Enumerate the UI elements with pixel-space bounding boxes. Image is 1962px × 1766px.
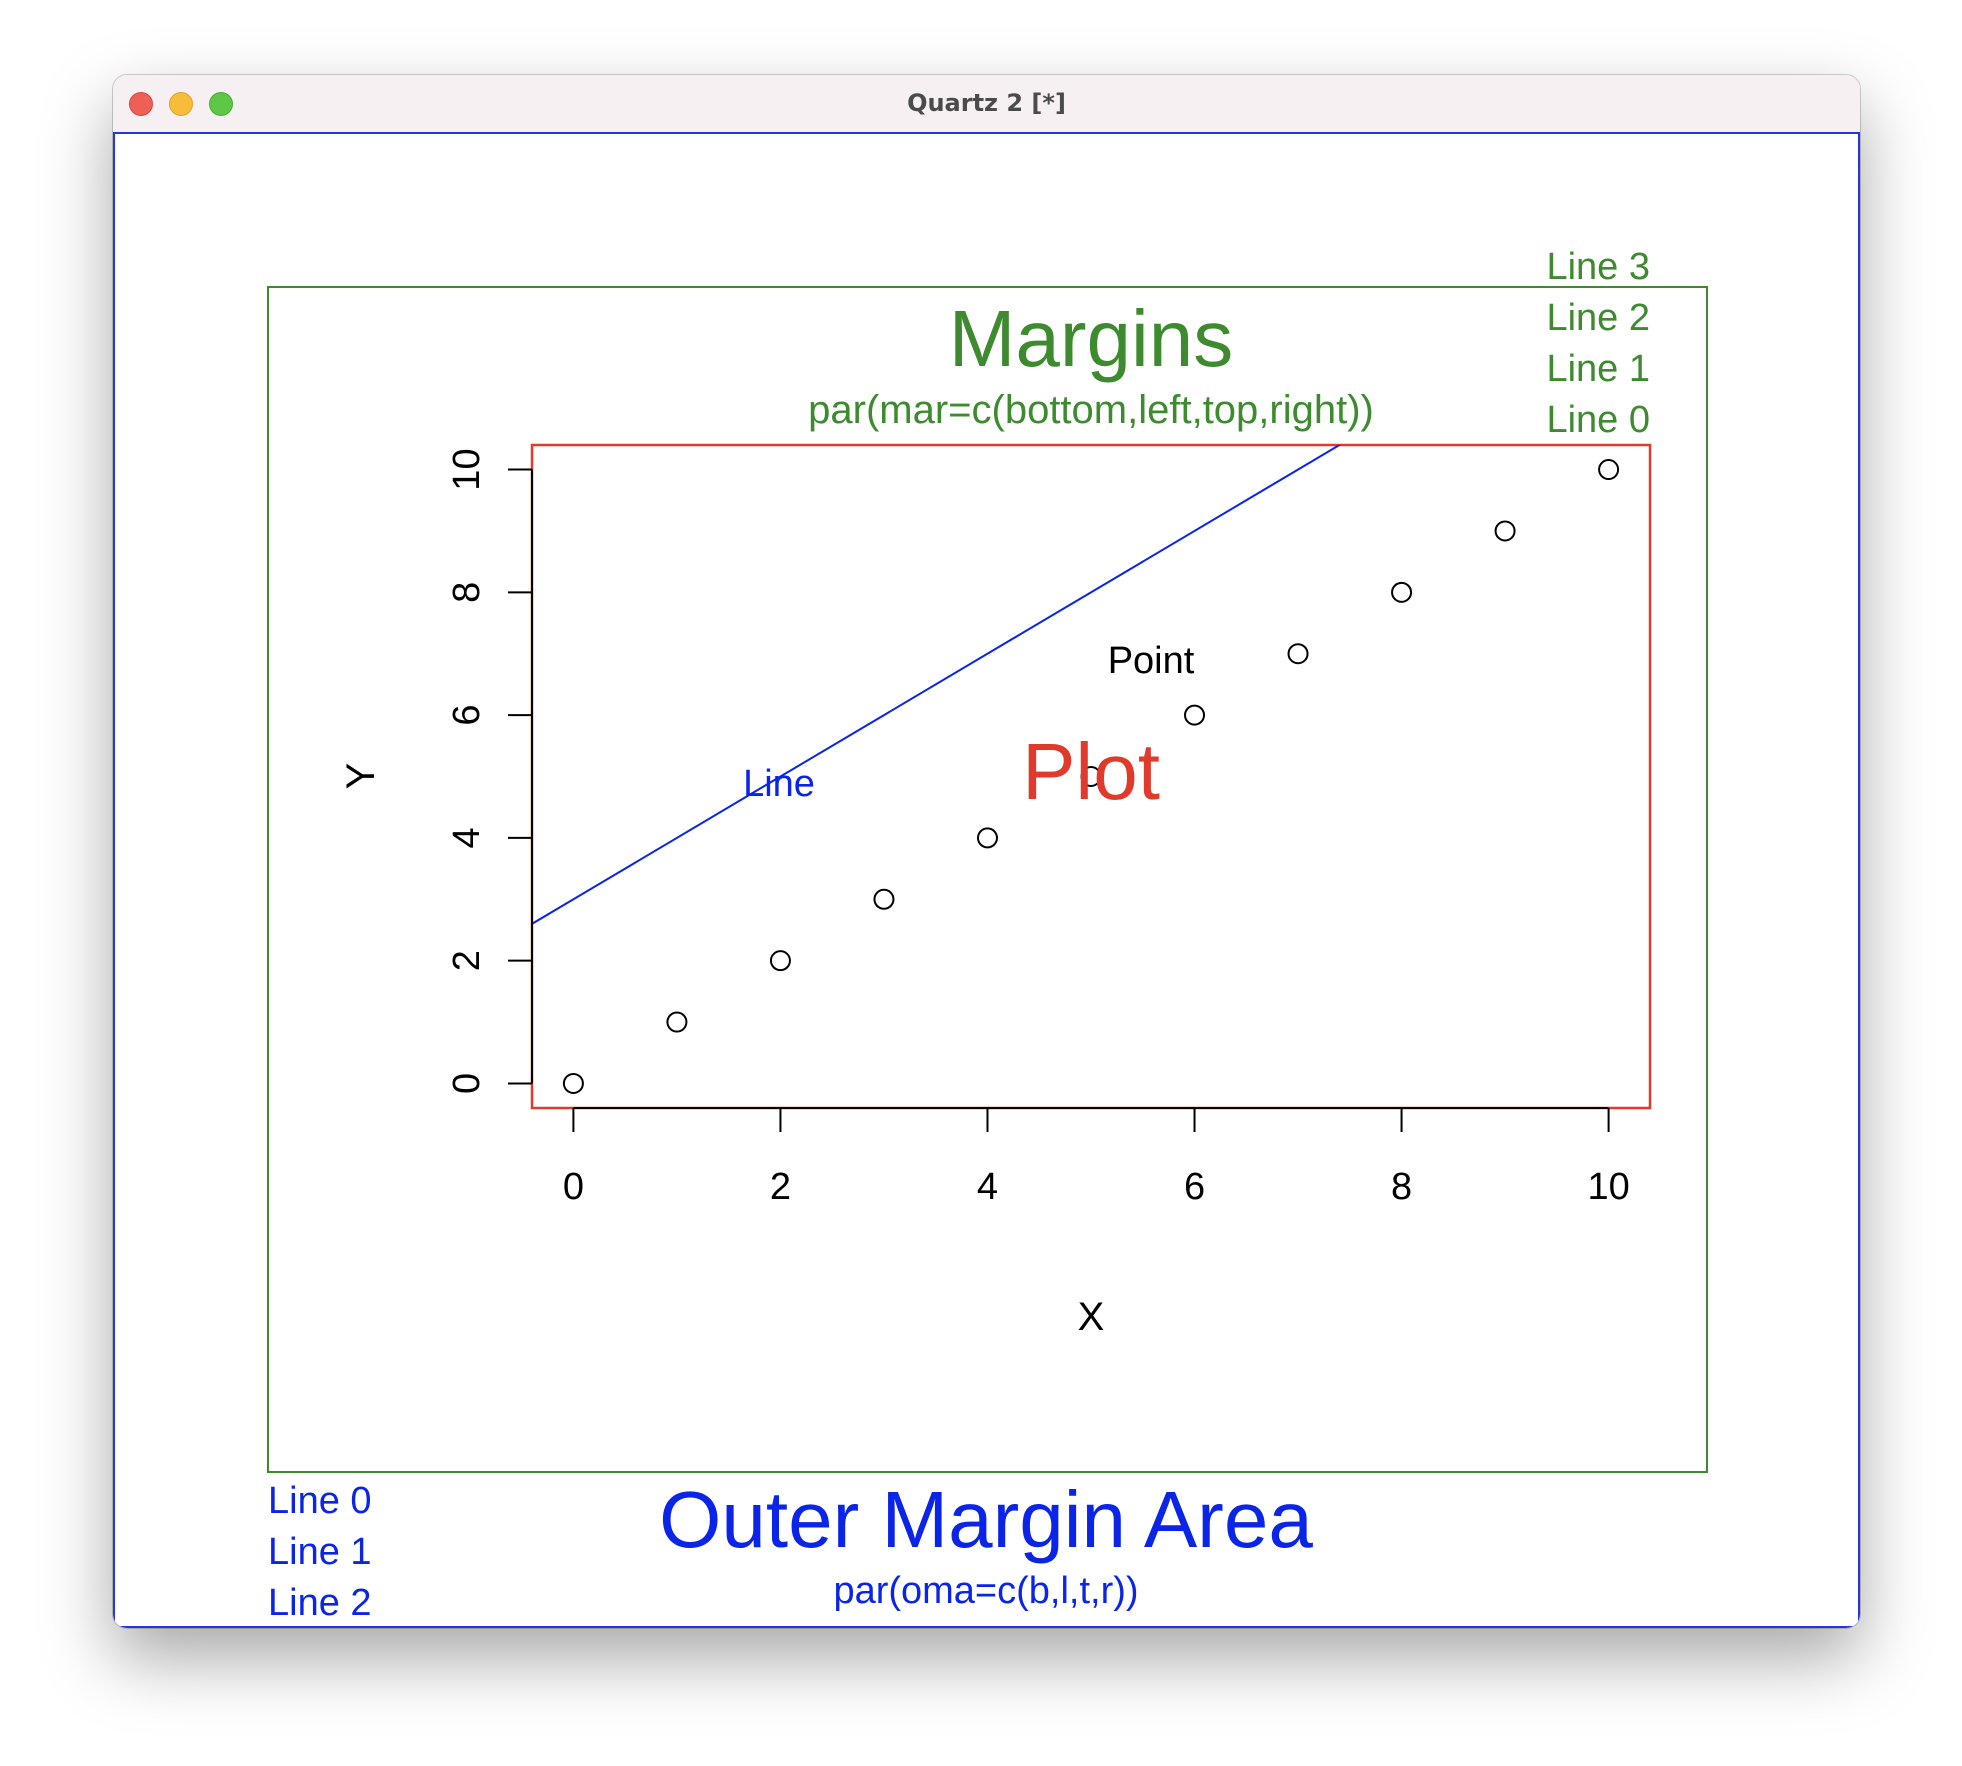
- data-point: [1287, 643, 1309, 665]
- y-tick-label: 2: [446, 950, 488, 971]
- regression-line: [532, 445, 1342, 925]
- data-point: [1184, 704, 1206, 726]
- outer-margin-subtitle: par(oma=c(b,l,t,r)): [833, 1570, 1138, 1612]
- data-point: [1598, 459, 1620, 481]
- x-tick-label: 0: [563, 1166, 584, 1208]
- margin-line-2-label: Line 2: [1546, 297, 1650, 339]
- close-window-button[interactable]: [129, 92, 153, 116]
- data-point: [976, 827, 998, 849]
- outer-line-2-label: Line 2: [268, 1582, 372, 1624]
- x-tick-label: 2: [770, 1166, 791, 1208]
- outer-margin-title: Outer Margin Area: [659, 1475, 1313, 1564]
- x-axis: 0 2 4 6 8 10: [563, 1107, 1630, 1208]
- margins-diagram: 0 2 4 6 8 10 0 2 4 6 8 10 X Y Margins par(mar=c(bo…: [267, 246, 1708, 1624]
- figure-region-box: [267, 286, 1708, 1473]
- data-point: [562, 1072, 584, 1094]
- x-tick-label: 8: [1391, 1166, 1412, 1208]
- margin-line-3-label: Line 3: [1546, 246, 1650, 288]
- y-tick-label: 6: [446, 705, 488, 726]
- quartz-window: Quartz 2 [*] 0 2 4 6 8 10 0 2 4 6 8 10 X: [113, 75, 1860, 1628]
- x-tick-label: 10: [1587, 1166, 1629, 1208]
- zoom-window-button[interactable]: [209, 92, 233, 116]
- outer-line-1-label: Line 1: [268, 1531, 372, 1573]
- plot-label: Plot: [1022, 727, 1160, 816]
- y-tick-label: 4: [446, 827, 488, 848]
- minimize-window-button[interactable]: [169, 92, 193, 116]
- data-point: [769, 950, 791, 972]
- margins-title: Margins: [949, 294, 1234, 383]
- margin-line-0-label: Line 0: [1546, 399, 1650, 441]
- plot-canvas: 0 2 4 6 8 10 0 2 4 6 8 10 X Y Margins par(mar=c(bo…: [113, 132, 1860, 1628]
- y-tick-label: 10: [446, 448, 488, 490]
- data-point: [1494, 520, 1516, 542]
- data-point: [1080, 766, 1102, 787]
- y-axis: 0 2 4 6 8 10: [446, 448, 533, 1094]
- data-point: [1391, 581, 1413, 603]
- y-axis-label: Y: [339, 763, 383, 790]
- data-point: [873, 888, 895, 910]
- margins-subtitle: par(mar=c(bottom,left,top,right)): [808, 388, 1374, 432]
- point-label: Point: [1108, 640, 1195, 682]
- data-points: [562, 459, 1620, 1094]
- x-axis-label: X: [1078, 1295, 1105, 1339]
- data-point: [666, 1011, 688, 1033]
- line-label: Line: [743, 763, 815, 805]
- outer-line-0-label: Line 0: [268, 1480, 372, 1522]
- x-tick-label: 6: [1184, 1166, 1205, 1208]
- x-tick-label: 4: [977, 1166, 998, 1208]
- y-tick-label: 8: [446, 582, 488, 603]
- window-title: Quartz 2 [*]: [907, 89, 1066, 117]
- title-bar[interactable]: Quartz 2 [*]: [113, 75, 1860, 133]
- y-tick-label: 0: [446, 1073, 488, 1094]
- margin-line-1-label: Line 1: [1546, 348, 1650, 390]
